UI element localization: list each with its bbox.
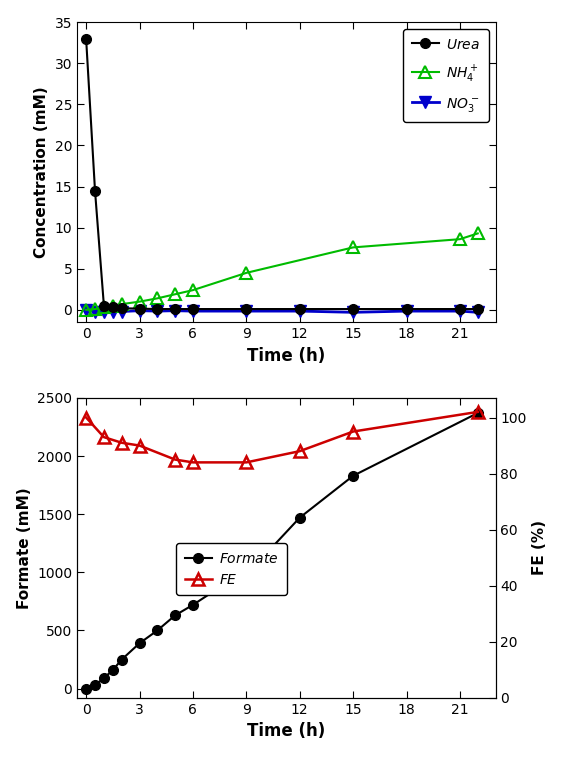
$\mathit{NO_3^-}$ [154, 307, 161, 316]
$\it{Urea}$ [109, 303, 116, 312]
$\mathit{NO_3^-}$ [296, 307, 303, 316]
$\mathit{NH_4^+}$ [109, 301, 116, 310]
Legend: $\it{Formate}$, $\it{FE}$: $\it{Formate}$, $\it{FE}$ [176, 544, 287, 595]
$\it{Formate}$ [83, 684, 90, 693]
$\it{Urea}$ [154, 304, 161, 313]
Line: $\it{Urea}$: $\it{Urea}$ [81, 34, 483, 314]
Line: $\mathit{NH_4^+}$: $\mathit{NH_4^+}$ [81, 228, 483, 316]
$\mathit{NO_3^-}$ [100, 307, 107, 316]
$\it{Urea}$ [474, 304, 481, 313]
$\mathit{NO_3^-}$ [118, 307, 125, 316]
$\mathit{NO_3^-}$ [474, 308, 481, 317]
$\mathit{NO_3^-}$ [136, 306, 143, 315]
Y-axis label: Formate (mM): Formate (mM) [17, 487, 32, 609]
$\it{Formate}$ [252, 561, 259, 570]
$\it{Formate}$ [171, 611, 178, 620]
$\mathit{NH_4^+}$ [83, 305, 90, 314]
$\it{Urea}$ [171, 304, 178, 313]
$\mathit{NH_4^+}$ [136, 297, 143, 306]
$\mathit{NH_4^+}$ [171, 290, 178, 299]
Y-axis label: Concentration (mM): Concentration (mM) [34, 86, 49, 258]
$\mathit{NO_3^-}$ [456, 307, 463, 316]
$\mathit{NO_3^-}$ [243, 307, 250, 316]
$\it{Urea}$ [100, 301, 107, 310]
$\it{Formate}$ [100, 674, 107, 683]
$\mathit{NH_4^+}$ [456, 235, 463, 244]
$\it{Formate}$ [190, 600, 196, 609]
$\it{FE}$ [118, 438, 125, 447]
$\mathit{NH_4^+}$ [100, 303, 107, 312]
$\it{Urea}$ [190, 304, 196, 313]
$\it{Formate}$ [154, 626, 161, 635]
$\it{Formate}$ [109, 665, 116, 674]
X-axis label: Time (h): Time (h) [247, 347, 325, 365]
$\mathit{NO_3^-}$ [171, 306, 178, 315]
$\it{FE}$ [136, 441, 143, 450]
$\it{Formate}$ [243, 565, 250, 575]
$\it{FE}$ [190, 458, 196, 467]
$\mathit{NH_4^+}$ [350, 243, 356, 252]
Line: $\mathit{NO_3^-}$: $\mathit{NO_3^-}$ [81, 304, 483, 318]
$\it{Formate}$ [136, 639, 143, 648]
Line: $\it{FE}$: $\it{FE}$ [81, 407, 483, 468]
$\mathit{NH_4^+}$ [190, 285, 196, 294]
$\mathit{NH_4^+}$ [243, 268, 250, 277]
$\it{Urea}$ [91, 186, 98, 195]
$\it{Urea}$ [350, 304, 356, 313]
$\it{Formate}$ [91, 681, 98, 690]
$\mathit{NO_3^-}$ [350, 308, 356, 317]
$\it{FE}$ [474, 407, 481, 416]
$\it{FE}$ [83, 413, 90, 422]
$\it{FE}$ [171, 455, 178, 464]
$\it{Formate}$ [350, 472, 356, 481]
Y-axis label: FE (%): FE (%) [532, 520, 547, 575]
$\mathit{NO_3^-}$ [403, 307, 410, 316]
$\it{Urea}$ [403, 304, 410, 313]
Legend: $\it{Urea}$, $\mathit{NH_4^+}$, $\mathit{NO_3^-}$: $\it{Urea}$, $\mathit{NH_4^+}$, $\mathit… [403, 29, 488, 122]
$\mathit{NO_3^-}$ [109, 307, 116, 316]
$\it{Urea}$ [296, 304, 303, 313]
$\it{Urea}$ [456, 304, 463, 313]
$\mathit{NH_4^+}$ [118, 300, 125, 309]
$\it{FE}$ [350, 427, 356, 436]
$\it{Formate}$ [118, 655, 125, 664]
$\mathit{NH_4^+}$ [154, 294, 161, 303]
$\it{Urea}$ [243, 304, 250, 313]
$\it{Formate}$ [474, 409, 481, 418]
$\mathit{NO_3^-}$ [83, 305, 90, 314]
$\mathit{NO_3^-}$ [91, 307, 98, 316]
$\it{Formate}$ [296, 513, 303, 522]
$\it{FE}$ [100, 432, 107, 441]
$\it{FE}$ [243, 458, 250, 467]
$\mathit{NH_4^+}$ [91, 304, 98, 313]
$\it{Urea}$ [118, 304, 125, 313]
$\mathit{NH_4^+}$ [474, 229, 481, 238]
$\mathit{NO_3^-}$ [190, 307, 196, 316]
Line: $\it{Formate}$: $\it{Formate}$ [81, 408, 483, 693]
$\it{Urea}$ [83, 34, 90, 43]
$\it{FE}$ [296, 447, 303, 456]
X-axis label: Time (h): Time (h) [247, 722, 325, 740]
$\it{Urea}$ [136, 304, 143, 313]
